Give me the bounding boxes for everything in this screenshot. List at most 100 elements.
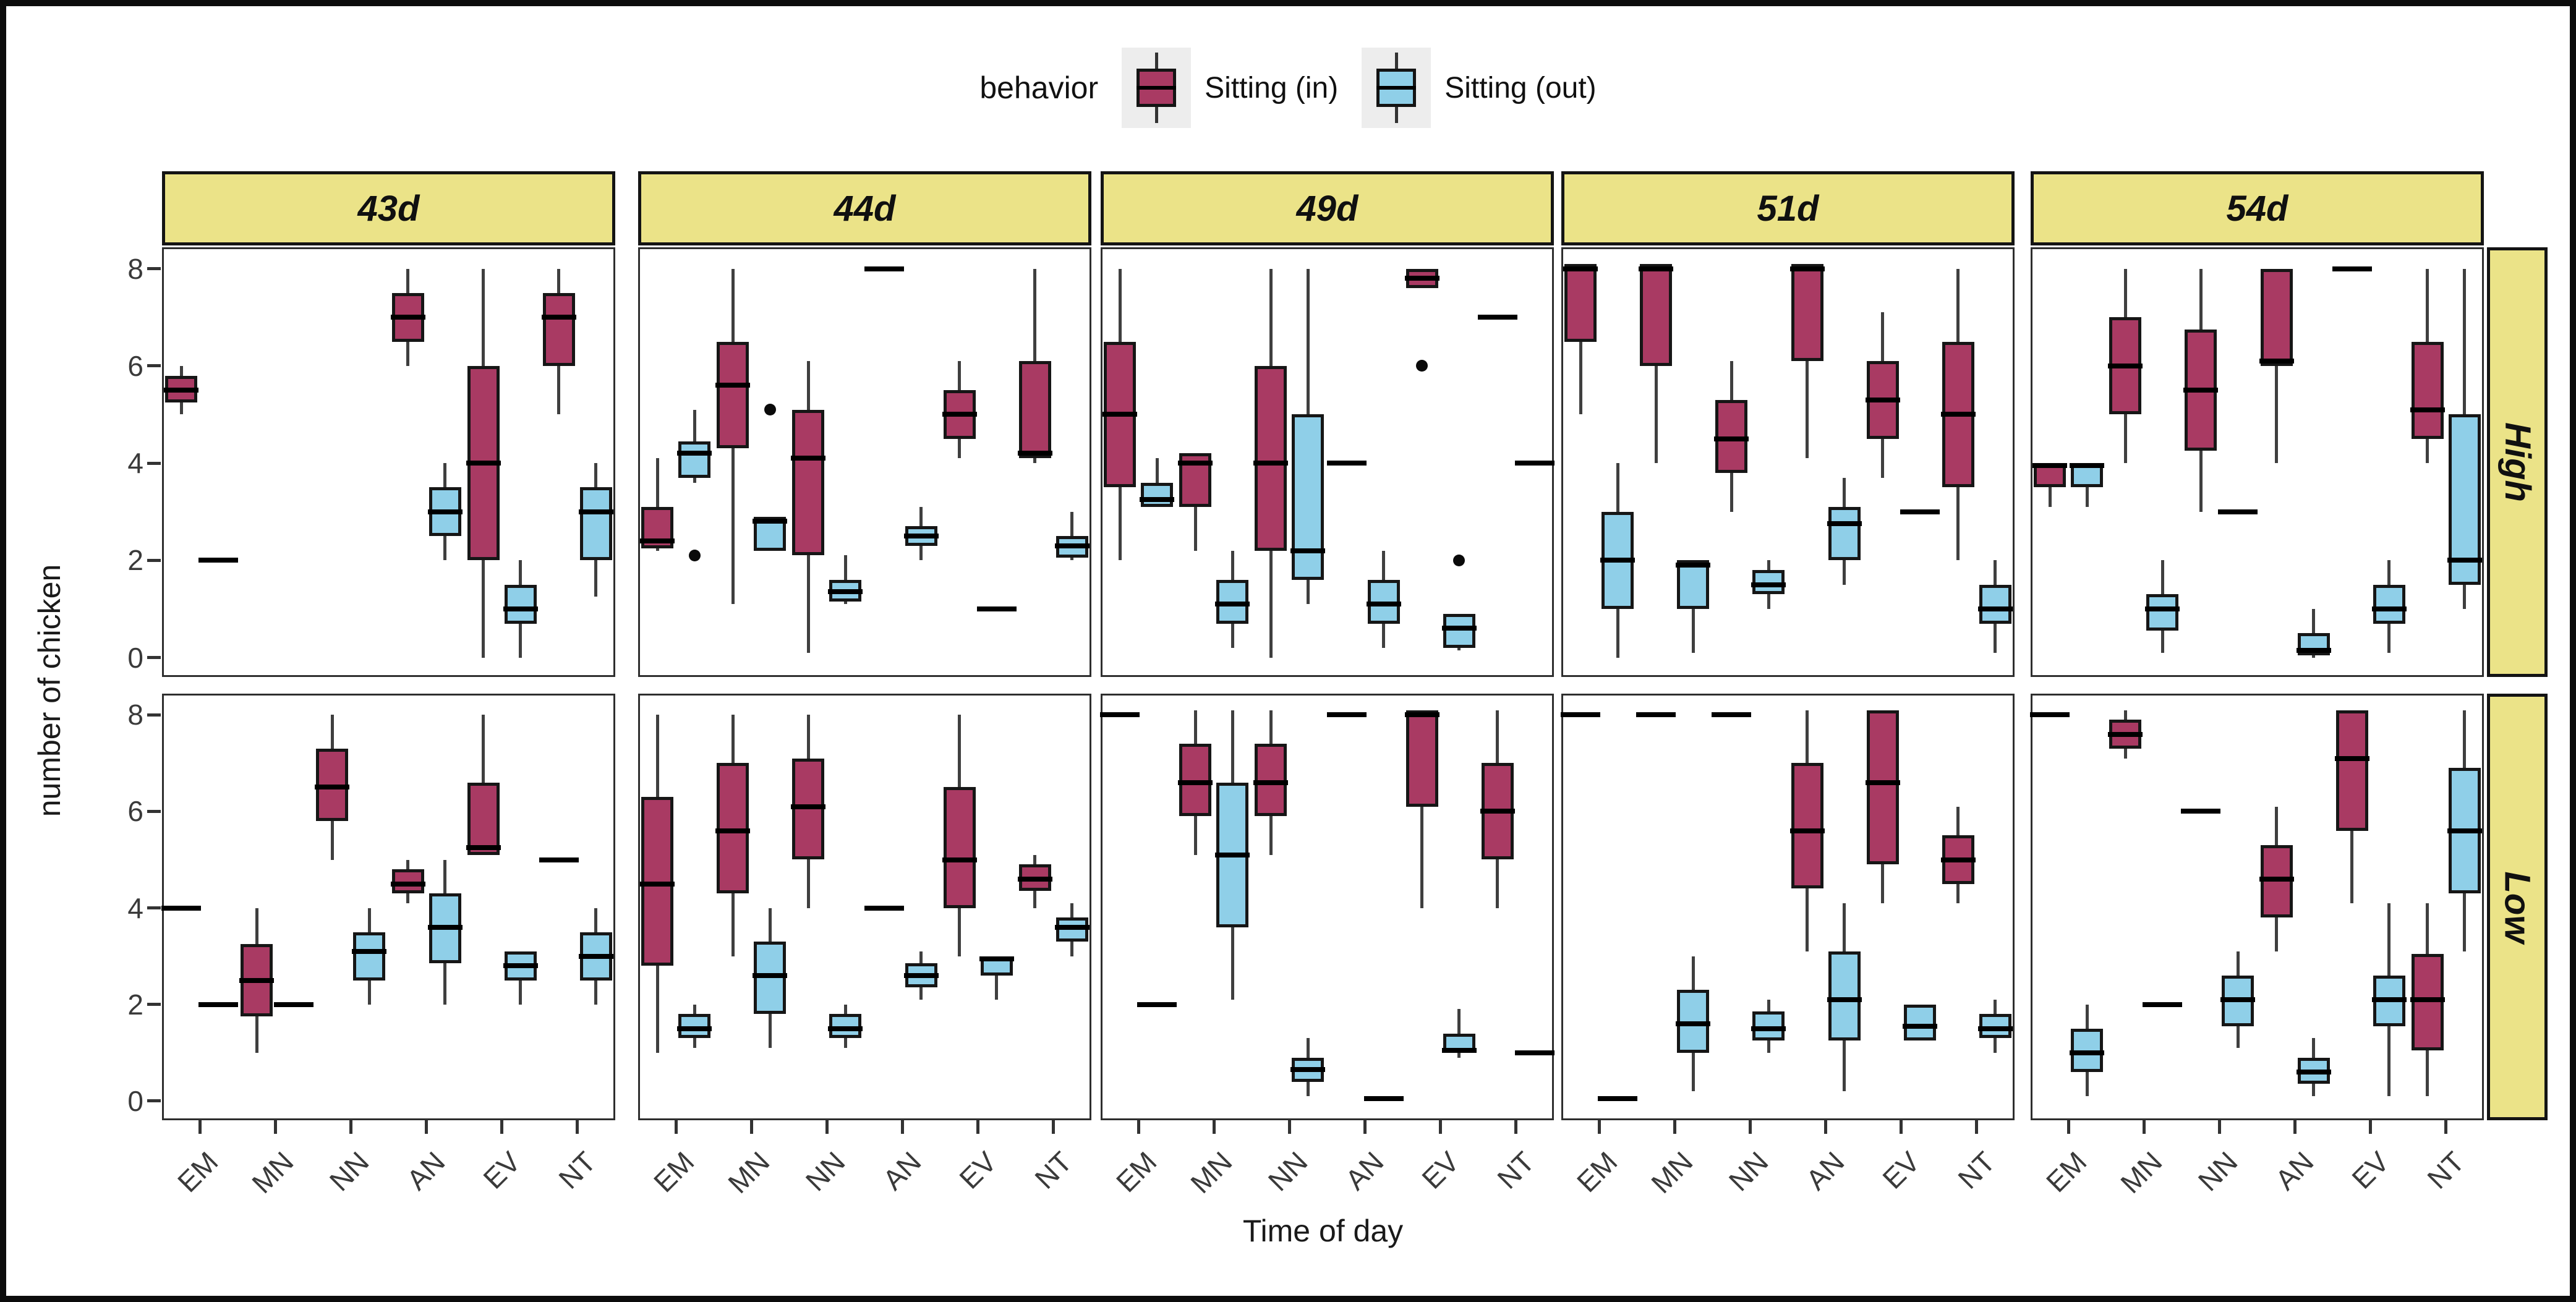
box-54d-Low-NN-out-median xyxy=(2220,997,2256,1002)
box-44d-Low-EM-in-median xyxy=(640,881,675,887)
x-tick-mark xyxy=(273,1120,277,1134)
legend-item-sitting-in: Sitting (in) xyxy=(1122,48,1338,128)
y-tick-label: 6 xyxy=(127,349,143,382)
box-54d-Low-AN-in-median xyxy=(2259,876,2294,882)
box-54d-Low-EV-out-median xyxy=(2371,997,2407,1002)
y-tick-label: 8 xyxy=(127,252,143,285)
box-49d-High-EM-out xyxy=(1141,482,1174,507)
box-44d-Low-NN-in-median xyxy=(791,804,826,809)
box-51d-Low-NN-out-median xyxy=(1751,1026,1786,1031)
box-49d-Low-EM-in-flat xyxy=(1100,712,1140,718)
box-49d-High-EV-in-median xyxy=(1404,276,1439,281)
x-tick-mark xyxy=(2066,1120,2070,1134)
box-44d-Low-EV-in xyxy=(943,787,976,908)
box-54d-High-AN-out-whisker xyxy=(2312,608,2316,658)
box-43d-Low-NT-in-flat xyxy=(539,857,579,862)
box-49d-High-NT-in-flat xyxy=(1477,315,1517,320)
box-54d-High-MN-in-median xyxy=(2108,363,2143,368)
box-54d-High-EV-in-flat xyxy=(2332,266,2372,271)
box-43d-High-EV-out xyxy=(504,584,537,624)
x-tick-mark xyxy=(1673,1120,1676,1134)
y-tick-label: 8 xyxy=(127,699,143,731)
box-44d-High-NN-in xyxy=(792,409,825,556)
box-44d-High-NT-in xyxy=(1018,360,1051,459)
box-43d-High-NT-in xyxy=(542,292,575,366)
x-axis-title: Time of day xyxy=(1242,1214,1404,1248)
facet-panel-44d-High xyxy=(638,247,1091,677)
box-44d-Low-NT-out-median xyxy=(1054,924,1090,930)
facet-panel-51d-Low xyxy=(1561,694,2015,1120)
x-tick-mark xyxy=(2142,1120,2146,1134)
box-51d-High-MN-in xyxy=(1640,263,1673,366)
facet-strip-54d: 54d xyxy=(2031,171,2484,245)
box-49d-Low-NT-in-median xyxy=(1480,809,1515,814)
facet-strip-44d: 44d xyxy=(638,171,1091,245)
x-tick-mark xyxy=(1212,1120,1216,1134)
x-tick-mark xyxy=(2369,1120,2373,1134)
box-51d-Low-NT-out-median xyxy=(1977,1026,2013,1031)
box-54d-High-MN-out xyxy=(2146,594,2179,631)
box-49d-High-NT-out-flat xyxy=(1514,461,1555,466)
box-44d-High-MN-in xyxy=(717,341,749,449)
box-51d-High-AN-in xyxy=(1791,263,1823,361)
box-43d-Low-EM-in-flat xyxy=(161,905,202,911)
box-51d-Low-AN-in xyxy=(1791,763,1823,889)
y-tick-mark xyxy=(147,1099,161,1103)
x-tick-mark xyxy=(500,1120,504,1134)
legend-title: behavior xyxy=(979,70,1099,105)
box-51d-High-AN-in-median xyxy=(1789,266,1825,271)
box-54d-Low-EM-out-median xyxy=(2070,1050,2105,1055)
box-43d-High-EV-out-median xyxy=(503,606,538,611)
box-49d-Low-EV-out-median xyxy=(1441,1047,1477,1053)
box-51d-High-EV-in-median xyxy=(1865,397,1900,402)
box-43d-Low-EM-out-flat xyxy=(198,1002,239,1007)
box-44d-High-NN-out-whisker xyxy=(843,555,847,605)
box-43d-High-EV-in-median xyxy=(466,461,501,466)
box-44d-High-AN-in-flat xyxy=(864,266,904,271)
box-51d-High-NN-in-median xyxy=(1714,436,1749,441)
box-43d-Low-MN-in-median xyxy=(239,977,275,983)
box-44d-Low-MN-out-median xyxy=(753,972,788,978)
box-54d-Low-EM-in-flat xyxy=(2030,712,2070,718)
box-51d-High-MN-in-median xyxy=(1639,266,1674,271)
box-43d-Low-MN-out-flat xyxy=(274,1002,314,1007)
box-51d-Low-MN-out-median xyxy=(1676,1021,1711,1026)
box-51d-High-MN-out xyxy=(1677,560,1710,609)
x-tick-mark xyxy=(2293,1120,2297,1134)
y-tick-mark xyxy=(147,713,161,717)
facet-strip-label: Low xyxy=(2497,871,2538,943)
box-51d-High-EM-in xyxy=(1564,263,1597,342)
box-44d-Low-EV-out-median xyxy=(979,956,1014,961)
box-44d-Low-EM-out-median xyxy=(677,1026,712,1031)
box-54d-Low-EV-in-median xyxy=(2334,755,2369,761)
box-51d-High-NT-out xyxy=(1979,584,2011,624)
box-44d-Low-AN-out-median xyxy=(903,972,939,978)
box-49d-Low-NN-in-median xyxy=(1253,780,1289,785)
box-54d-High-MN-out-median xyxy=(2145,606,2180,611)
box-44d-High-AN-out-median xyxy=(903,534,939,538)
box-43d-Low-NN-out-median xyxy=(352,948,387,954)
y-tick-label: 2 xyxy=(127,988,143,1021)
box-54d-Low-AN-out-median xyxy=(2296,1069,2331,1074)
box-54d-High-NT-out xyxy=(2448,414,2481,585)
box-43d-High-EM-in-median xyxy=(164,388,199,393)
legend-label-sitting-out: Sitting (out) xyxy=(1444,71,1597,104)
box-54d-High-EM-in-median xyxy=(2032,463,2068,468)
box-51d-High-AN-out-median xyxy=(1827,521,1862,527)
box-49d-High-MN-in-median xyxy=(1178,461,1213,466)
box-51d-High-NT-out-median xyxy=(1977,606,2013,611)
x-tick-mark xyxy=(1975,1120,1979,1134)
box-51d-Low-NT-in-median xyxy=(1940,857,1976,862)
facet-strip-High: High xyxy=(2487,247,2548,677)
box-49d-Low-NT-out-flat xyxy=(1514,1050,1555,1055)
box-43d-Low-EV-in-median xyxy=(466,845,501,850)
facet-panel-51d-High xyxy=(1561,247,2015,677)
x-tick-mark xyxy=(1287,1120,1291,1134)
y-tick-label: 4 xyxy=(127,891,143,924)
box-54d-High-AN-in-whisker xyxy=(2275,268,2279,464)
box-49d-High-MN-out-median xyxy=(1215,602,1250,607)
facet-strip-43d: 43d xyxy=(162,171,615,245)
box-43d-High-NT-out-median xyxy=(578,509,613,514)
box-54d-Low-NT-out-median xyxy=(2447,828,2482,833)
